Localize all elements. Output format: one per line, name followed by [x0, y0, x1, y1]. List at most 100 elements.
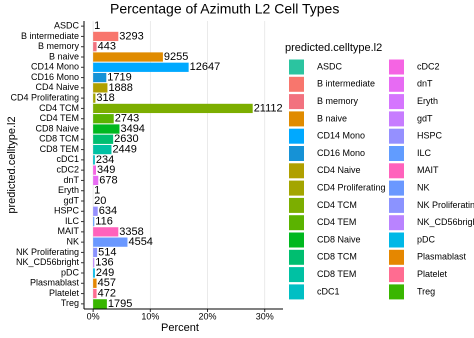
legend-key: [289, 267, 304, 283]
legend-label: MAIT: [417, 165, 439, 175]
legend-key: [289, 146, 304, 161]
legend-label: NK_CD56bright: [417, 217, 474, 227]
y-tick-label: CD8 Naive: [35, 123, 79, 133]
legend-label: cDC2: [417, 61, 440, 71]
data-label: 116: [95, 215, 113, 227]
bar: [93, 31, 119, 42]
bar: [93, 237, 128, 247]
data-label: 1719: [107, 71, 131, 83]
legend-label: CD8 Naive: [317, 234, 361, 244]
legend-key: [389, 249, 404, 265]
bar: [93, 134, 114, 144]
legend-label: Plasmablast: [417, 252, 467, 262]
data-label: 678: [99, 174, 117, 186]
y-tick-label: HSPC: [54, 206, 80, 216]
bar: [93, 103, 253, 114]
legend-key: [389, 215, 404, 231]
legend-key: [389, 146, 404, 161]
legend-label: CD8 TCM: [317, 252, 357, 262]
legend-key: [289, 197, 304, 213]
legend-key: [389, 232, 404, 248]
y-tick-label: B naive: [49, 51, 79, 61]
data-label: 349: [97, 164, 115, 176]
legend-key: [389, 284, 404, 300]
x-tick-label: 30%: [256, 311, 274, 321]
y-tick-label: CD8 TCM: [39, 134, 79, 144]
data-label: 4554: [128, 236, 152, 248]
legend-label: NK Proliferating: [417, 200, 474, 210]
legend-label: B memory: [317, 96, 359, 106]
legend-label: CD4 Naive: [317, 165, 361, 175]
legend-label: CD14 Mono: [317, 131, 365, 141]
legend-key: [289, 59, 304, 75]
data-label: 3293: [119, 30, 143, 42]
y-tick-label: B intermediate: [21, 31, 79, 41]
x-tick-label: 0%: [87, 311, 100, 321]
data-label: 318: [96, 92, 114, 104]
legend-label: ILC: [417, 148, 432, 158]
legend-label: CD4 TEM: [317, 217, 356, 227]
legend-key: [389, 163, 404, 179]
data-label: 3494: [120, 123, 144, 135]
legend-key: [389, 59, 404, 75]
bar: [93, 268, 95, 278]
legend-label: CD4 Proliferating: [317, 182, 386, 192]
x-tick-label: 20%: [199, 311, 217, 321]
legend-key: [389, 94, 404, 110]
y-tick-label: B memory: [38, 41, 80, 51]
data-label: 2630: [114, 133, 138, 145]
legend-key: [289, 163, 304, 179]
legend-label: Treg: [417, 286, 435, 296]
bar: [93, 216, 95, 227]
bar: [93, 227, 119, 237]
y-tick-label: Plasmablast: [30, 278, 80, 288]
legend-title: predicted.celltype.l2: [285, 42, 382, 54]
y-tick-label: CD4 TCM: [39, 103, 79, 113]
data-label: 136: [95, 257, 113, 269]
legend-label: CD4 TCM: [317, 200, 357, 210]
bar: [93, 278, 97, 288]
y-tick-label: NK_CD56bright: [16, 257, 80, 267]
legend-label: Eryth: [417, 96, 438, 106]
y-tick-label: ASDC: [54, 21, 80, 31]
legend-key: [389, 197, 404, 213]
bar: [93, 72, 107, 83]
legend-label: pDC: [417, 234, 436, 244]
y-tick-label: Eryth: [58, 185, 79, 195]
data-label: 1: [94, 185, 100, 197]
legend-label: NK: [417, 182, 430, 192]
y-tick-label: cDC2: [56, 165, 79, 175]
y-tick-label: NK: [66, 237, 79, 247]
legend-label: HSPC: [417, 131, 443, 141]
y-tick-label: Platelet: [49, 288, 80, 298]
y-tick-label: CD16 Mono: [31, 72, 79, 82]
bar: [93, 114, 114, 124]
bar: [93, 52, 163, 62]
data-label: 1888: [108, 82, 132, 94]
legend-key: [289, 94, 304, 110]
bar: [93, 83, 108, 93]
bar: [93, 124, 120, 134]
bar: [93, 247, 98, 258]
bar: [93, 288, 97, 299]
legend-key: [389, 267, 404, 283]
data-label: 3358: [119, 226, 143, 238]
legend-key: [389, 76, 404, 92]
legend-key: [289, 128, 304, 144]
legend-key: [289, 180, 304, 196]
y-tick-label: Treg: [61, 298, 79, 308]
legend-key: [289, 76, 304, 92]
data-label: 1: [94, 20, 100, 32]
data-label: 20: [94, 195, 106, 207]
data-label: 21112: [254, 102, 283, 114]
data-label: 514: [98, 246, 116, 258]
x-tick-label: 10%: [141, 311, 159, 321]
bar: [93, 62, 189, 72]
legend-label: Platelet: [417, 269, 448, 279]
bar: [93, 299, 107, 309]
legend-label: CD16 Mono: [317, 148, 365, 158]
data-label: 234: [96, 154, 114, 166]
legend-label: cDC1: [317, 286, 340, 296]
